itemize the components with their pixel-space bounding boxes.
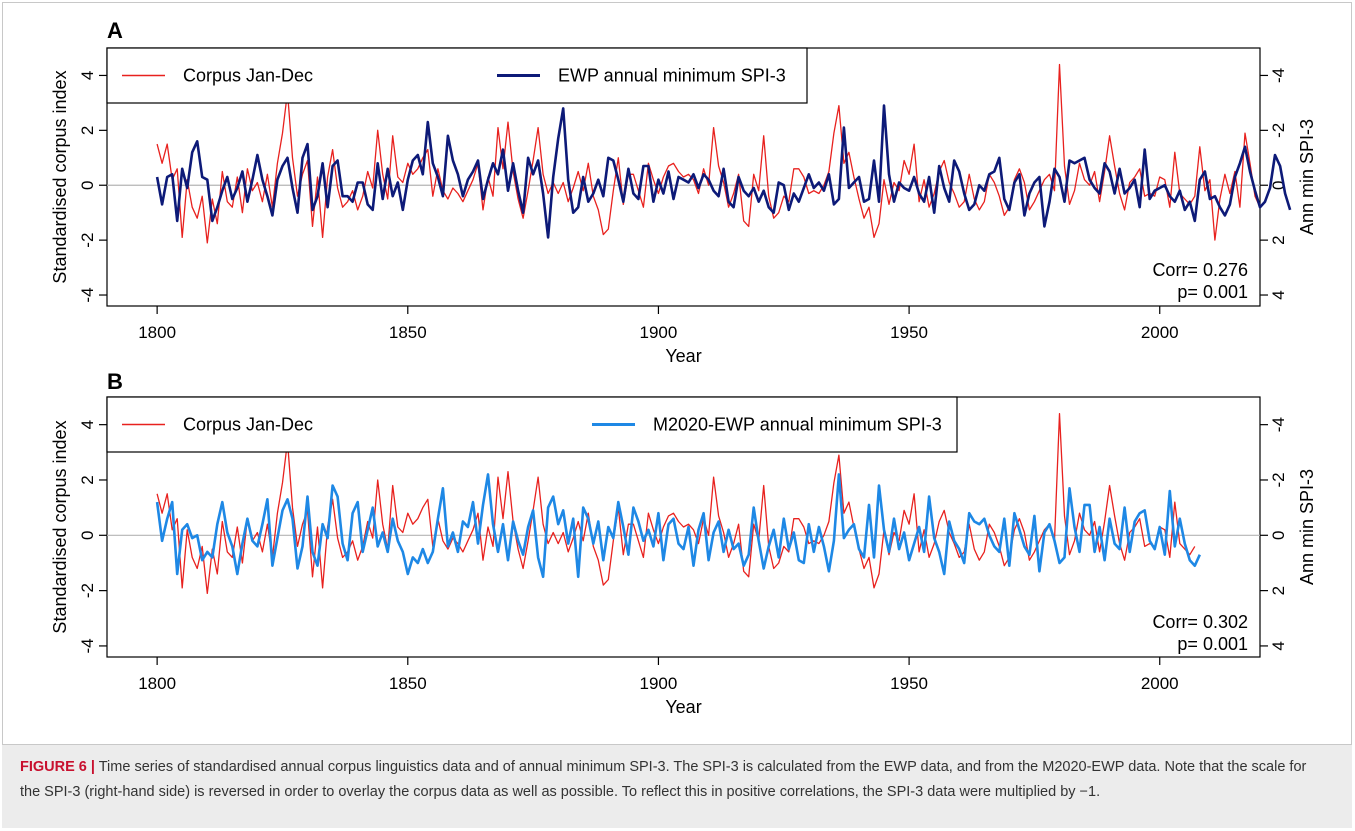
panel-b-y-axis-label: Standardised corpus index <box>50 420 70 633</box>
panel-a-y-tick-label: 0 <box>78 180 97 189</box>
panel-b-y-right-tick-label: -2 <box>1269 472 1288 487</box>
panel-a-legend-box <box>106 47 808 104</box>
panel-a-y-right-tick-label: -4 <box>1269 68 1288 83</box>
panel-a-y-right-tick-label: 4 <box>1269 290 1288 299</box>
panel-b-x-tick-label: 1900 <box>640 674 678 693</box>
panel-b-x-tick-label: 2000 <box>1141 674 1179 693</box>
panel-b-x-tick-label: 1850 <box>389 674 427 693</box>
panel-b-x-tick-label: 1950 <box>890 674 928 693</box>
panel-b-y-tick-label: -2 <box>78 583 97 598</box>
panel-a-x-tick-label: 1950 <box>890 323 928 342</box>
panel-a-legend-label-2: EWP annual minimum SPI-3 <box>558 66 786 86</box>
panel-a-y-tick-label: 2 <box>78 126 97 135</box>
panel-a-y-right-axis-label: Ann min SPI-3 <box>1297 119 1317 235</box>
panel-b-y-tick-label: 2 <box>78 475 97 484</box>
panel-a-y-tick-label: -4 <box>78 287 97 302</box>
panel-a-legend-label-1: Corpus Jan-Dec <box>183 66 313 86</box>
panel-a-p-value-text: p= 0.001 <box>1177 282 1248 302</box>
caption-label: FIGURE 6 | <box>20 759 95 775</box>
panel-b-y-tick-label: -4 <box>78 638 97 653</box>
panel-b-x-axis-label: Year <box>665 697 701 717</box>
panel-a-series-line-1 <box>156 63 1261 244</box>
panel-b-x-tick-label: 1800 <box>138 674 176 693</box>
panel-b-series-line-2 <box>155 473 1201 579</box>
panel-b-corr-text: Corr= 0.302 <box>1152 612 1248 632</box>
panel-a-y-right-tick-label: 0 <box>1269 180 1288 189</box>
panel-a-y-tick-label: 4 <box>78 71 97 80</box>
panel-a-x-tick-label: 2000 <box>1141 323 1179 342</box>
caption-box <box>2 744 1352 828</box>
panel-b-p-value-text: p= 0.001 <box>1177 634 1248 654</box>
panel-b-legend-box <box>106 396 958 453</box>
panel-a-y-right-tick-label: -2 <box>1269 123 1288 138</box>
figure-caption: FIGURE 6 | Time series of standardised a… <box>20 755 1330 805</box>
panel-a-x-tick-label: 1800 <box>138 323 176 342</box>
panel-b-y-right-tick-label: 2 <box>1269 586 1288 595</box>
panel-a-y-tick-label: -2 <box>78 233 97 248</box>
caption-text: Time series of standardised annual corpu… <box>20 759 1307 800</box>
panel-a-corr-text: Corr= 0.276 <box>1152 260 1248 280</box>
panel-a-x-axis-label: Year <box>665 346 701 366</box>
panel-b-y-right-tick-label: -4 <box>1269 417 1288 432</box>
panel-a-y-right-tick-label: 2 <box>1269 235 1288 244</box>
panel-a-series-line-2 <box>155 104 1292 239</box>
panel-a-x-tick-label: 1850 <box>389 323 427 342</box>
panel-b-y-tick-label: 4 <box>78 420 97 429</box>
panel-b-y-tick-label: 0 <box>78 531 97 540</box>
panel-a-x-tick-label: 1900 <box>640 323 678 342</box>
panel-b-y-right-axis-label: Ann min SPI-3 <box>1297 469 1317 585</box>
panel-b-letter: B <box>107 369 123 394</box>
panel-a-letter: A <box>107 18 123 43</box>
panel-b-legend-label-2: M2020-EWP annual minimum SPI-3 <box>653 415 942 435</box>
panel-b-legend-label-1: Corpus Jan-Dec <box>183 415 313 435</box>
panel-b-y-right-tick-label: 0 <box>1269 531 1288 540</box>
panel-b-y-right-tick-label: 4 <box>1269 641 1288 650</box>
panel-a-y-axis-label: Standardised corpus index <box>50 70 70 283</box>
